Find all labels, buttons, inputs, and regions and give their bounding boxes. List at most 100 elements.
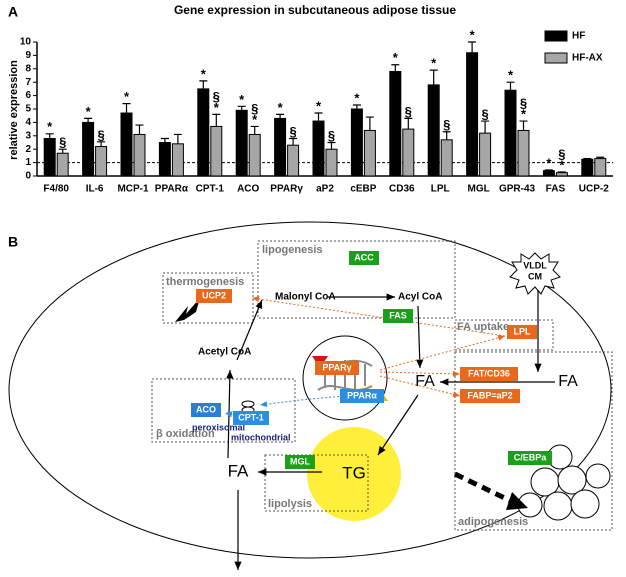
enzyme-box bbox=[340, 389, 384, 403]
enzyme-label: PPARα bbox=[347, 390, 377, 400]
enzyme-box bbox=[315, 361, 359, 375]
error-bar bbox=[583, 157, 592, 160]
metabolite: FA bbox=[228, 461, 249, 480]
y-tick-label: 4 bbox=[25, 117, 31, 128]
significance-mark: * bbox=[354, 90, 360, 105]
bar bbox=[274, 117, 287, 177]
significance-mark: § bbox=[251, 101, 258, 116]
bar bbox=[312, 120, 325, 177]
x-tick-label: PPARα bbox=[155, 184, 189, 195]
stimulus: VLDL bbox=[523, 260, 547, 270]
error-bar bbox=[596, 156, 605, 159]
enzyme-box bbox=[383, 309, 413, 323]
significance-mark: * bbox=[278, 100, 284, 115]
region-box bbox=[151, 378, 296, 443]
error-bar bbox=[84, 117, 93, 123]
x-tick-label: ACO bbox=[237, 184, 259, 195]
error-bar bbox=[429, 69, 438, 85]
significance-mark: * bbox=[470, 27, 476, 42]
starburst bbox=[509, 252, 561, 295]
error-bar bbox=[58, 148, 67, 154]
x-tick-label: GPR-43 bbox=[499, 184, 536, 195]
bar bbox=[542, 170, 555, 177]
enzyme-label: C/EBPa bbox=[514, 452, 548, 462]
metabolite: FA bbox=[415, 373, 435, 390]
legend-label: HF-AX bbox=[572, 53, 603, 64]
significance-mark: § bbox=[59, 135, 66, 150]
x-tick-label: MGL bbox=[467, 184, 489, 195]
arrow bbox=[377, 394, 419, 456]
metabolite: Acetyl CoA bbox=[198, 347, 251, 358]
x-tick-label: PPARγ bbox=[270, 184, 303, 195]
lightning bbox=[175, 298, 200, 322]
error-bar bbox=[250, 125, 259, 135]
error-bar bbox=[557, 171, 566, 173]
significance-mark: * bbox=[559, 157, 565, 172]
x-tick-label: F4/80 bbox=[43, 184, 69, 195]
error-bar bbox=[365, 116, 374, 131]
significance-mark: * bbox=[252, 112, 258, 127]
significance-mark: § bbox=[97, 127, 104, 142]
enzyme-label: MGL bbox=[290, 456, 310, 466]
error-bar bbox=[122, 103, 131, 114]
enzyme-box bbox=[460, 389, 520, 403]
bar bbox=[197, 88, 210, 177]
panel-label: B bbox=[8, 234, 18, 250]
y-tick-label: 9 bbox=[25, 50, 31, 61]
bar bbox=[287, 144, 300, 177]
significance-mark: § bbox=[443, 117, 450, 132]
bar bbox=[581, 158, 594, 177]
enzyme-box bbox=[460, 367, 518, 381]
diagram: thermogenesis lipogenesis FA uptake β ox… bbox=[8, 221, 613, 570]
significance-mark: * bbox=[546, 155, 552, 170]
error-bar bbox=[519, 120, 528, 131]
error-bar bbox=[481, 120, 490, 134]
x-tick-label: CD36 bbox=[389, 184, 415, 195]
error-bar bbox=[391, 64, 400, 72]
error-bar bbox=[352, 104, 361, 109]
arrow bbox=[236, 299, 263, 361]
x-tick-label: UCP-2 bbox=[579, 184, 609, 195]
significance-mark: * bbox=[521, 106, 527, 121]
error-bar bbox=[327, 141, 336, 150]
significance-mark: * bbox=[393, 50, 399, 65]
bar bbox=[402, 128, 415, 177]
y-tick-label: 8 bbox=[25, 63, 31, 74]
legend-swatch bbox=[544, 52, 568, 64]
x-tick-label: LPL bbox=[431, 184, 450, 195]
bar bbox=[82, 121, 95, 177]
bar bbox=[504, 89, 517, 177]
error-bar bbox=[160, 137, 169, 143]
significance-mark: * bbox=[239, 92, 245, 107]
cells-cluster bbox=[517, 444, 611, 521]
enzyme-label: LPL bbox=[514, 326, 532, 336]
bar bbox=[427, 84, 440, 177]
arrow bbox=[416, 305, 424, 369]
cell bbox=[8, 221, 612, 559]
region-label: β oxidation bbox=[156, 428, 215, 440]
error-bar bbox=[199, 80, 208, 89]
region-box bbox=[257, 240, 456, 319]
error-bar bbox=[442, 131, 451, 140]
enzyme-label: FAT/CD36 bbox=[468, 368, 510, 378]
bar bbox=[56, 152, 69, 177]
error-bar bbox=[212, 113, 221, 127]
bar bbox=[235, 109, 248, 177]
y-tick-label: 2 bbox=[25, 144, 31, 155]
enzyme-label: UCP2 bbox=[202, 290, 226, 300]
enzyme-label: PPARγ bbox=[322, 362, 351, 372]
error-bar bbox=[135, 124, 144, 135]
region-label: FA uptake bbox=[457, 321, 509, 333]
dashed-arrow bbox=[453, 471, 517, 506]
significance-mark: * bbox=[431, 56, 437, 71]
metabolite: TG bbox=[342, 463, 366, 482]
x-tick-label: CPT-1 bbox=[196, 184, 225, 195]
bar bbox=[466, 52, 479, 177]
region-box bbox=[162, 272, 254, 324]
legend-swatch bbox=[544, 30, 568, 42]
bar bbox=[389, 70, 402, 177]
x-tick-label: cEBP bbox=[350, 184, 376, 195]
regulation-link bbox=[224, 411, 241, 418]
